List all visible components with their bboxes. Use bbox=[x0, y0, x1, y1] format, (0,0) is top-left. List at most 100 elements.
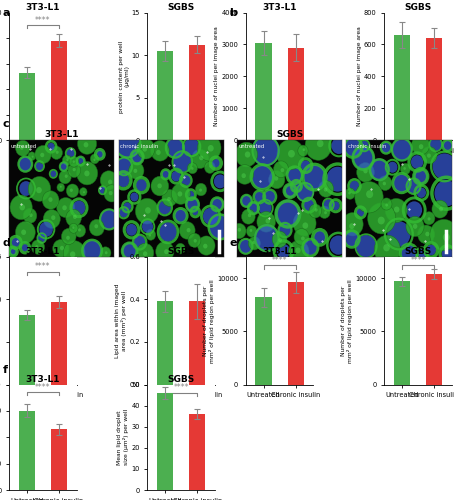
Circle shape bbox=[133, 168, 137, 173]
Circle shape bbox=[109, 191, 113, 196]
Circle shape bbox=[89, 220, 104, 236]
Circle shape bbox=[171, 171, 181, 181]
Circle shape bbox=[383, 182, 386, 186]
Circle shape bbox=[393, 174, 410, 192]
Circle shape bbox=[15, 222, 35, 243]
Circle shape bbox=[247, 226, 257, 237]
Circle shape bbox=[114, 128, 142, 159]
Circle shape bbox=[241, 195, 252, 207]
Circle shape bbox=[59, 170, 71, 184]
Text: a: a bbox=[2, 8, 10, 18]
Circle shape bbox=[151, 140, 169, 161]
Circle shape bbox=[116, 158, 132, 176]
Circle shape bbox=[159, 222, 177, 242]
Circle shape bbox=[164, 249, 168, 254]
Circle shape bbox=[352, 146, 375, 170]
Circle shape bbox=[186, 197, 199, 212]
Circle shape bbox=[128, 162, 144, 179]
Bar bbox=[189, 414, 205, 490]
Circle shape bbox=[145, 207, 151, 214]
Circle shape bbox=[266, 218, 270, 224]
Circle shape bbox=[173, 152, 191, 172]
Circle shape bbox=[78, 134, 97, 154]
Circle shape bbox=[272, 231, 287, 248]
Title: 3T3-L1: 3T3-L1 bbox=[44, 130, 79, 140]
Text: ****: **** bbox=[35, 383, 50, 392]
Circle shape bbox=[66, 236, 70, 240]
Circle shape bbox=[208, 145, 214, 152]
Circle shape bbox=[363, 168, 368, 173]
Circle shape bbox=[439, 207, 443, 212]
Circle shape bbox=[10, 195, 32, 220]
Circle shape bbox=[324, 188, 327, 192]
Circle shape bbox=[242, 173, 246, 178]
Title: 3T3-L1: 3T3-L1 bbox=[25, 247, 60, 256]
Circle shape bbox=[28, 176, 50, 202]
Circle shape bbox=[178, 192, 182, 196]
Circle shape bbox=[28, 152, 36, 160]
Circle shape bbox=[301, 236, 305, 240]
Circle shape bbox=[74, 224, 85, 237]
Circle shape bbox=[211, 198, 223, 211]
Circle shape bbox=[143, 252, 148, 256]
Circle shape bbox=[130, 192, 138, 202]
Circle shape bbox=[288, 150, 295, 158]
Text: b: b bbox=[229, 8, 237, 18]
Circle shape bbox=[279, 224, 291, 236]
Circle shape bbox=[156, 150, 161, 155]
Circle shape bbox=[11, 238, 20, 248]
Circle shape bbox=[330, 236, 347, 255]
Circle shape bbox=[117, 174, 129, 187]
Circle shape bbox=[166, 138, 184, 158]
Title: SGBS: SGBS bbox=[168, 374, 195, 384]
Circle shape bbox=[318, 180, 334, 197]
Circle shape bbox=[73, 160, 75, 163]
Bar bbox=[51, 40, 67, 140]
Circle shape bbox=[100, 171, 117, 190]
Text: ****: **** bbox=[173, 384, 189, 392]
Bar bbox=[426, 38, 442, 140]
Circle shape bbox=[162, 170, 170, 178]
Circle shape bbox=[342, 212, 363, 236]
Circle shape bbox=[36, 187, 42, 193]
Circle shape bbox=[63, 155, 72, 166]
Circle shape bbox=[345, 188, 355, 200]
Circle shape bbox=[142, 220, 153, 233]
Y-axis label: Mean lipid droplet
size (µm²) per well: Mean lipid droplet size (µm²) per well bbox=[117, 409, 129, 466]
Circle shape bbox=[70, 252, 75, 258]
Circle shape bbox=[378, 216, 385, 224]
Circle shape bbox=[274, 176, 278, 180]
Circle shape bbox=[304, 200, 314, 211]
Circle shape bbox=[331, 138, 346, 154]
Circle shape bbox=[96, 150, 104, 159]
Circle shape bbox=[248, 236, 260, 250]
Circle shape bbox=[99, 186, 106, 194]
Circle shape bbox=[64, 174, 68, 178]
Circle shape bbox=[72, 226, 74, 229]
Text: chronic insulin: chronic insulin bbox=[120, 144, 158, 148]
Bar bbox=[189, 302, 205, 384]
Circle shape bbox=[381, 198, 392, 210]
Circle shape bbox=[277, 244, 290, 258]
Circle shape bbox=[187, 228, 191, 232]
Circle shape bbox=[383, 244, 390, 252]
Circle shape bbox=[66, 158, 69, 161]
Circle shape bbox=[259, 201, 271, 215]
Circle shape bbox=[179, 222, 195, 239]
Circle shape bbox=[401, 244, 417, 262]
Title: 3T3-L1: 3T3-L1 bbox=[25, 374, 60, 384]
Circle shape bbox=[77, 157, 84, 165]
Circle shape bbox=[274, 161, 289, 178]
Circle shape bbox=[429, 138, 442, 151]
Text: chronic insulin: chronic insulin bbox=[348, 144, 386, 148]
Bar bbox=[256, 43, 271, 140]
Circle shape bbox=[303, 148, 305, 151]
Circle shape bbox=[298, 145, 308, 156]
Circle shape bbox=[119, 208, 128, 218]
Circle shape bbox=[66, 148, 75, 158]
Text: ****: **** bbox=[410, 256, 426, 264]
Circle shape bbox=[394, 206, 400, 212]
Circle shape bbox=[73, 200, 85, 215]
Circle shape bbox=[171, 184, 190, 204]
Circle shape bbox=[42, 191, 59, 210]
